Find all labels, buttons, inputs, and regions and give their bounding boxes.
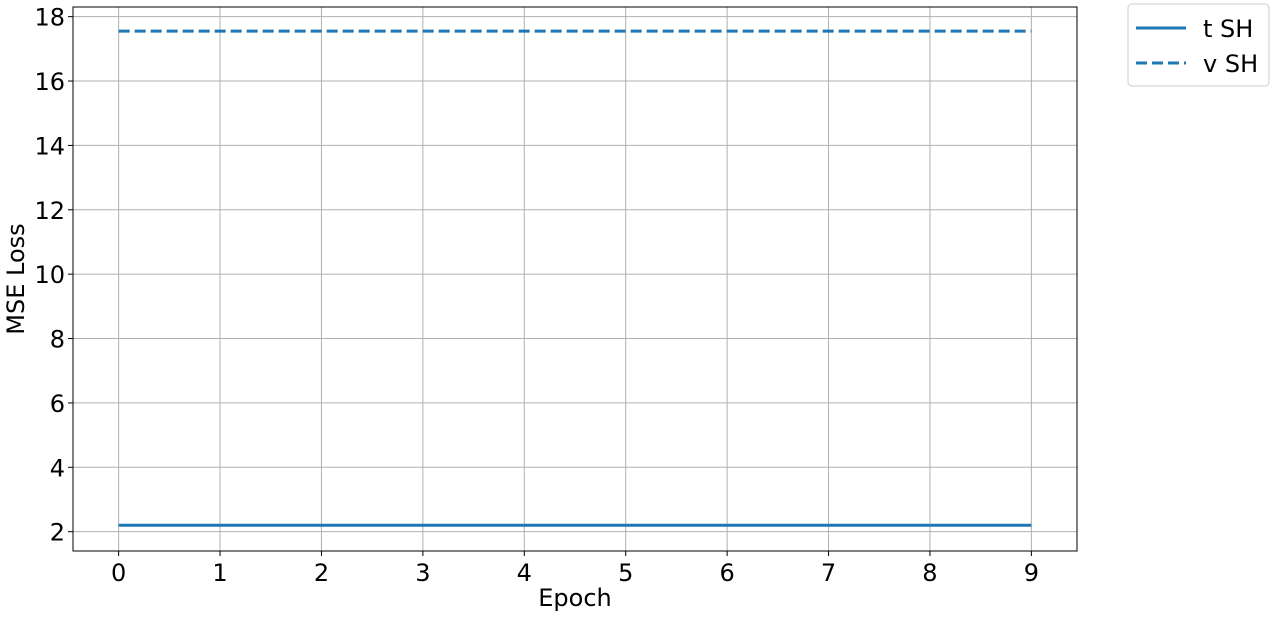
grid-layer <box>73 7 1077 551</box>
y-tick-label: 12 <box>34 197 65 225</box>
y-tick-label: 6 <box>50 390 65 418</box>
legend-label: t SH <box>1203 15 1253 43</box>
y-tick-label: 18 <box>34 4 65 32</box>
plot-area-frame <box>72 6 1078 552</box>
x-axis-title: Epoch <box>538 584 612 612</box>
y-tick-label: 14 <box>34 132 65 160</box>
x-tick-label: 0 <box>111 559 126 587</box>
y-tick-label: 2 <box>50 519 65 547</box>
y-tick-label: 4 <box>50 454 65 482</box>
x-tick-label: 1 <box>212 559 227 587</box>
x-tick-label: 2 <box>314 559 329 587</box>
x-tick-label: 6 <box>719 559 734 587</box>
legend-box <box>1127 3 1270 87</box>
y-tick-label: 10 <box>34 261 65 289</box>
x-tick-label: 9 <box>1024 559 1039 587</box>
x-tick-label: 4 <box>517 559 532 587</box>
x-tick-label: 5 <box>618 559 633 587</box>
legend: t SH v SH <box>1127 3 1270 87</box>
x-tick-label: 7 <box>821 559 836 587</box>
x-tick-label: 3 <box>415 559 430 587</box>
x-tick-label: 8 <box>922 559 937 587</box>
y-tick-label: 16 <box>34 68 65 96</box>
y-tick-label: 8 <box>50 326 65 354</box>
legend-label: v SH <box>1203 50 1258 78</box>
series-layer <box>118 29 1032 527</box>
y-axis-title: MSE Loss <box>2 223 30 334</box>
